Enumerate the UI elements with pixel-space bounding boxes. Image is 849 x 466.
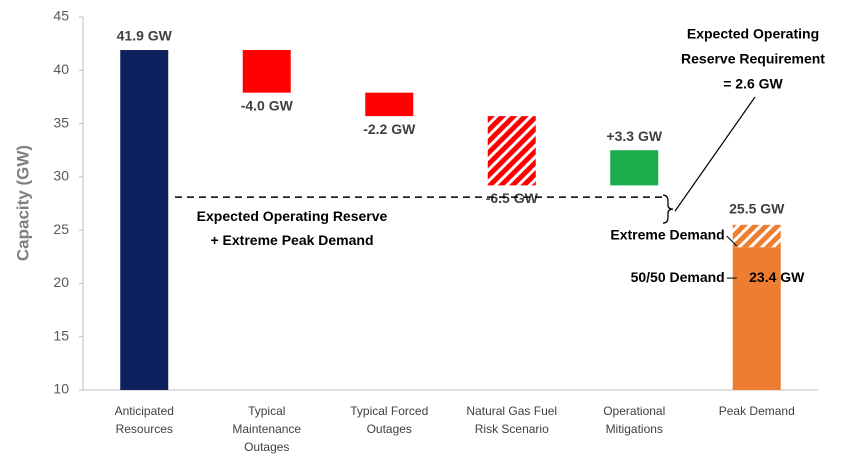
y-tick-label: 25 [53,221,69,237]
bar [487,116,536,186]
callout [674,96,756,212]
annotation: Expected Operating Reserve [197,208,388,224]
x-tick-label: Outages [367,422,412,436]
y-axis-label: Capacity (GW) [13,145,32,261]
bar [242,50,291,93]
y-tick-label: 40 [53,61,69,77]
value-label: -2.2 GW [363,121,416,137]
brace [662,194,674,224]
x-tick-label: Operational [603,404,665,418]
connector [726,235,738,247]
x-tick-label: Risk Scenario [475,422,549,436]
annotation: Expected Operating [687,26,819,42]
y-tick-label: 30 [53,168,69,184]
y-tick-label: 20 [53,274,69,290]
y-tick-label: 45 [53,8,69,24]
annotation: + Extreme Peak Demand [210,232,373,248]
y-tick-label: 35 [53,114,69,130]
x-tick-label: Typical Forced [350,404,428,418]
x-tick-label: Maintenance [232,422,301,436]
x-tick-label: Mitigations [606,422,663,436]
y-tick-label: 15 [53,327,69,343]
y-tick-label: 10 [53,381,69,397]
bar [365,92,414,117]
annotation: = 2.6 GW [723,76,783,92]
total-label: 25.5 GW [729,201,785,217]
bar-segment [732,247,781,390]
segment-name: 50/50 Demand [631,269,725,285]
value-label: -4.0 GW [241,97,294,113]
value-label: 41.9 GW [117,28,173,44]
x-tick-label: Peak Demand [719,404,795,418]
value-label: -6.5 GW [486,190,539,206]
segment-label: 23.4 GW [749,269,805,285]
value-label: +3.3 GW [606,128,662,144]
x-tick-label: Resources [116,422,173,436]
x-tick-label: Anticipated [115,404,174,418]
bar [610,150,659,186]
x-tick-label: Outages [244,440,289,454]
x-tick-label: Typical [248,404,285,418]
bar [120,50,169,391]
bar-segment [732,224,781,248]
x-tick-label: Natural Gas Fuel [466,404,557,418]
segment-name: Extreme Demand [610,227,724,243]
annotation: Reserve Requirement [681,51,825,67]
